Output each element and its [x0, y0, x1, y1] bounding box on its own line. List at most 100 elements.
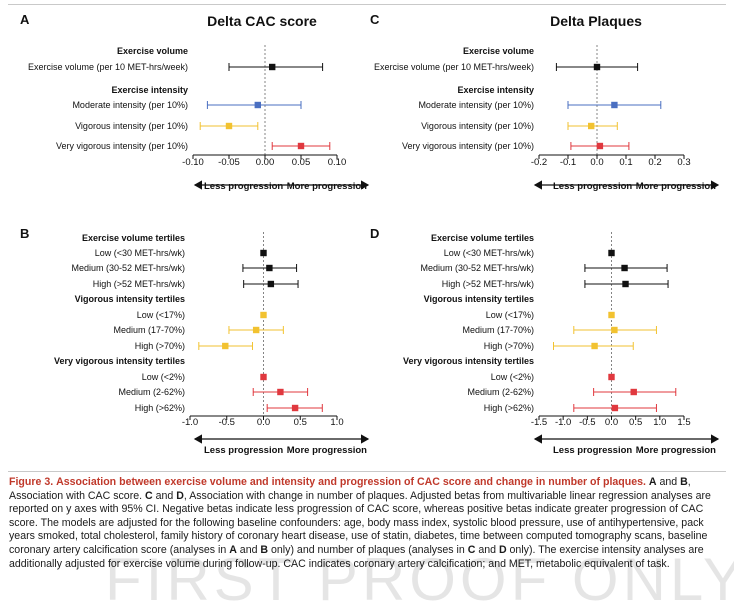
x-tick-label: -0.1 [560, 157, 576, 168]
point-estimate [630, 388, 637, 396]
row-group-header: Vigorous intensity tertiles [75, 294, 185, 304]
panel-letter: D [370, 226, 379, 241]
row-group-header: Exercise volume tertiles [431, 233, 534, 243]
x-tick-label: 0.3 [677, 157, 690, 168]
caption-text: and [656, 476, 681, 488]
row-label: Moderate intensity (per 10%) [72, 100, 188, 110]
x-tick-label: 0.5 [294, 417, 307, 428]
row-label: Low (<2%) [491, 372, 534, 382]
point-estimate [608, 373, 615, 381]
panel-letter: C [370, 12, 380, 27]
x-tick-label: 0.05 [292, 157, 311, 168]
row-label: Vigorous intensity (per 10%) [75, 121, 188, 131]
row-label: Low (<30 MET-hrs/wk) [444, 248, 534, 258]
point-estimate [596, 142, 604, 150]
x-tick-label: -0.10 [182, 157, 204, 168]
x-tick-label: -0.5 [579, 417, 595, 428]
row-label: Low (<17%) [137, 310, 185, 320]
caption-text: , Association with CAC score. [9, 476, 691, 502]
row-group-header: Exercise volume [117, 46, 188, 56]
less-progression-label: Less progression [553, 445, 632, 456]
row-group-header: Exercise volume tertiles [82, 233, 185, 243]
row-label: High (>62%) [135, 403, 185, 413]
x-tick-label: 0.00 [256, 157, 275, 168]
more-progression-label: More progression [636, 445, 716, 456]
caption-panel-ref: D [176, 489, 184, 502]
caption-panel-ref: C [145, 489, 153, 502]
less-progression-label: Less progression [553, 181, 632, 192]
caption-panel-ref: B [680, 476, 688, 488]
less-progression-label: Less progression [204, 445, 283, 456]
panel-letter: B [20, 226, 29, 241]
row-label: Vigorous intensity (per 10%) [421, 121, 534, 131]
caption-label: Figure 3. [9, 476, 54, 488]
x-tick-label: 0.2 [648, 157, 661, 168]
x-tick-label: -0.2 [531, 157, 547, 168]
more-progression-label: More progression [287, 445, 367, 456]
point-estimate [611, 101, 618, 109]
point-estimate [225, 122, 233, 130]
more-progression-label: More progression [287, 181, 367, 192]
row-label: High (>62%) [484, 403, 534, 413]
row-group-header: Very vigorous intensity tertiles [403, 356, 534, 366]
x-tick-label: 0.0 [257, 417, 270, 428]
point-estimate [291, 404, 299, 412]
row-label: Medium (2-62%) [467, 387, 534, 397]
point-estimate [254, 101, 261, 109]
x-tick-label: 0.5 [629, 417, 642, 428]
less-progression-label: Less progression [204, 181, 283, 192]
row-group-header: Exercise volume [463, 46, 534, 56]
caption-panel-ref: A [648, 476, 657, 488]
row-group-header: Exercise intensity [111, 85, 188, 95]
x-tick-label: -0.5 [219, 417, 235, 428]
x-tick-label: -0.05 [218, 157, 240, 168]
x-tick-label: -1.5 [531, 417, 547, 428]
caption-text: and [152, 489, 177, 502]
row-label: High (>70%) [484, 341, 534, 351]
caption-text: , Association with change in number of p… [9, 489, 711, 556]
row-label: Medium (2-62%) [118, 387, 185, 397]
x-tick-label: 0.10 [328, 157, 347, 168]
panel-title: Delta CAC score [207, 13, 317, 29]
row-label: Moderate intensity (per 10%) [418, 100, 534, 110]
x-tick-label: -1.0 [555, 417, 571, 428]
panel-letter: A [20, 12, 30, 27]
x-tick-label: 1.0 [653, 417, 666, 428]
point-estimate [608, 249, 615, 257]
point-estimate [593, 63, 601, 71]
figure-caption: Figure 3. Association between exercise v… [9, 476, 723, 571]
caption-text: and [475, 543, 499, 556]
caption-panel-ref: C [467, 543, 476, 556]
point-estimate [588, 122, 595, 130]
row-label: Very vigorous intensity (per 10%) [402, 141, 534, 151]
top-rule [8, 4, 726, 5]
x-tick-label: 0.0 [605, 417, 618, 428]
caption-text: only). The exercise intensity analyses a… [9, 543, 704, 570]
forest-plot-figure: A Delta CAC score -0.10 -0.05 0.00 0.05 0.10 Le… [20, 12, 720, 456]
row-label: High (>52 MET-hrs/wk) [93, 279, 185, 289]
row-label: Medium (30-52 MET-hrs/wk) [420, 263, 534, 273]
point-estimate [611, 404, 619, 412]
x-tick-label: 0.1 [619, 157, 632, 168]
point-estimate [269, 63, 276, 71]
panel-title: Delta Plaques [550, 13, 642, 29]
point-estimate [267, 280, 275, 288]
point-estimate [222, 342, 229, 350]
caption-text: only) and number of plaques (analyses in [268, 543, 468, 556]
row-label: Very vigorous intensity (per 10%) [56, 141, 188, 151]
point-estimate [260, 373, 267, 381]
row-label: Exercise volume (per 10 MET-hrs/week) [374, 62, 534, 72]
x-tick-label: 1.5 [677, 417, 690, 428]
point-estimate [260, 311, 267, 319]
point-estimate [608, 311, 615, 319]
row-label: Medium (17-70%) [462, 325, 534, 335]
point-estimate [591, 342, 598, 350]
x-tick-label: 1.0 [330, 417, 343, 428]
row-label: Medium (17-70%) [113, 325, 185, 335]
caption-panel-ref: B [260, 543, 269, 556]
point-estimate [297, 142, 305, 150]
point-estimate [621, 264, 628, 272]
row-label: Exercise volume (per 10 MET-hrs/week) [28, 62, 188, 72]
point-estimate [622, 280, 629, 288]
point-estimate [611, 326, 618, 334]
